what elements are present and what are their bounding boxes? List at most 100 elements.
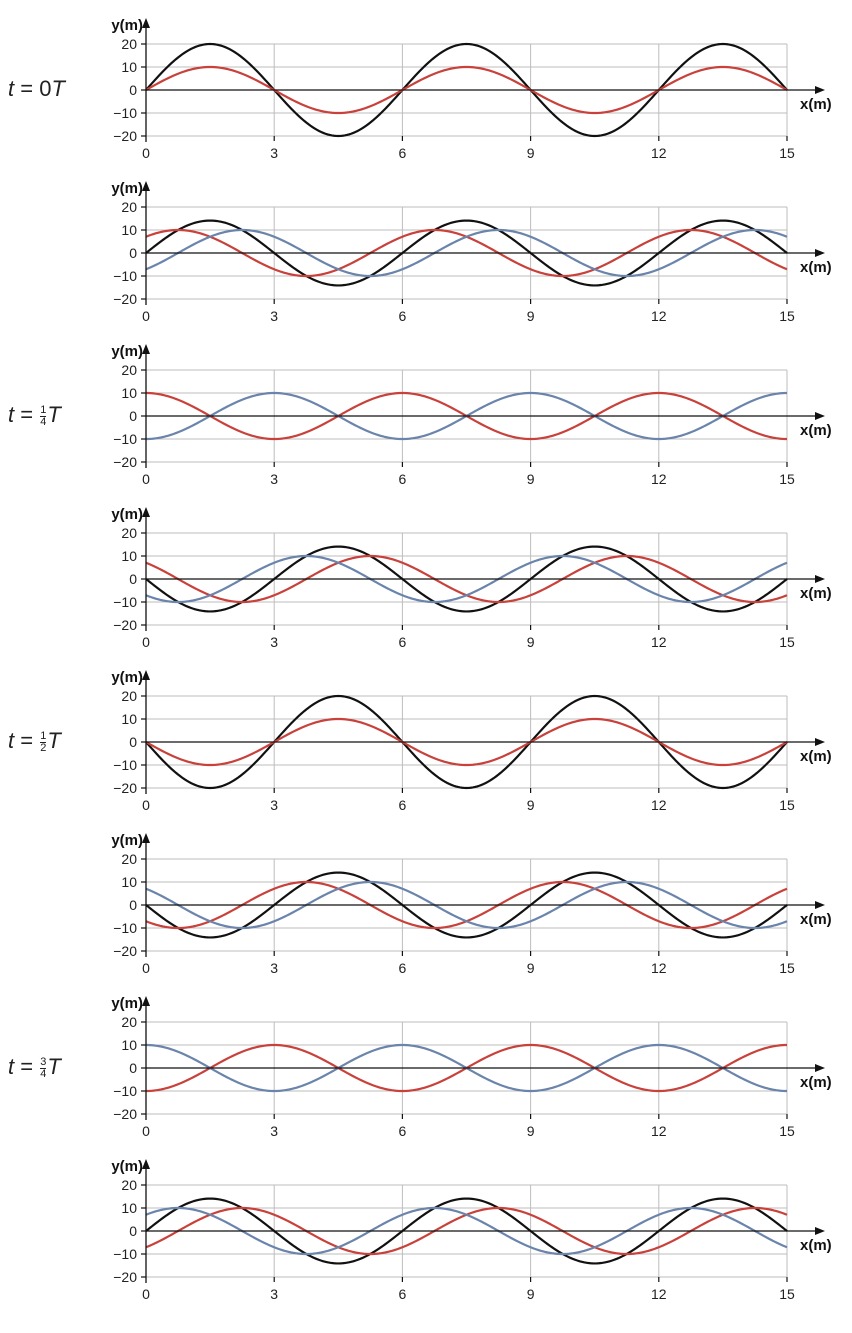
x-axis-label: x(m) bbox=[800, 422, 832, 439]
x-axis-arrow-icon bbox=[815, 86, 825, 94]
x-tick-label: 9 bbox=[527, 1123, 535, 1139]
fraction-denominator: 2 bbox=[40, 741, 47, 754]
period-symbol: T bbox=[47, 728, 61, 753]
x-tick-label: 0 bbox=[142, 308, 150, 324]
y-tick-label: 20 bbox=[121, 1014, 137, 1030]
wave-series-1 bbox=[145, 65, 788, 115]
panel-1: 20 10 0 −10 −20 0 3 6 9 12 15 y(m) x(m) bbox=[111, 180, 831, 324]
y-tick-label: −10 bbox=[113, 920, 137, 936]
time-symbol: t bbox=[8, 402, 15, 427]
x-tick-label: 6 bbox=[399, 145, 407, 161]
time-coefficient: 0 bbox=[39, 76, 52, 101]
y-tick-label: 10 bbox=[121, 874, 137, 890]
equals-sign: = bbox=[14, 1054, 40, 1079]
fraction-numerator: 3 bbox=[40, 1055, 47, 1068]
x-axis-arrow-icon bbox=[815, 412, 825, 420]
y-tick-label: 10 bbox=[121, 548, 137, 564]
y-tick-label: 10 bbox=[121, 1037, 137, 1053]
x-tick-label: 3 bbox=[270, 1286, 278, 1302]
x-tick-label: 15 bbox=[779, 471, 795, 487]
y-axis-label: y(m) bbox=[111, 506, 143, 523]
y-tick-label: −10 bbox=[113, 1246, 137, 1262]
y-tick-label: 10 bbox=[121, 385, 137, 401]
x-tick-label: 15 bbox=[779, 797, 795, 813]
x-tick-label: 0 bbox=[142, 1286, 150, 1302]
y-tick-label: −10 bbox=[113, 757, 137, 773]
wave-series-0 bbox=[145, 545, 788, 613]
y-axis-arrow-icon bbox=[142, 833, 150, 843]
x-axis-label: x(m) bbox=[800, 1237, 832, 1254]
y-tick-label: −10 bbox=[113, 431, 137, 447]
x-axis-arrow-icon bbox=[815, 738, 825, 746]
x-tick-label: 15 bbox=[779, 308, 795, 324]
y-axis-arrow-icon bbox=[142, 18, 150, 28]
x-axis-arrow-icon bbox=[815, 1064, 825, 1072]
x-tick-label: 12 bbox=[651, 797, 667, 813]
x-tick-label: 0 bbox=[142, 797, 150, 813]
y-axis-arrow-icon bbox=[142, 1159, 150, 1169]
period-symbol: T bbox=[47, 402, 61, 427]
y-axis-label: y(m) bbox=[111, 180, 143, 197]
panel-3: 20 10 0 −10 −20 0 3 6 9 12 15 y(m) x(m) bbox=[111, 506, 831, 650]
y-tick-label: 0 bbox=[129, 1223, 137, 1239]
panel-4: 20 10 0 −10 −20 0 3 6 9 12 15 y(m) x(m) bbox=[111, 669, 831, 813]
x-tick-label: 6 bbox=[399, 1123, 407, 1139]
y-tick-label: 20 bbox=[121, 36, 137, 52]
x-axis-label: x(m) bbox=[800, 96, 832, 113]
wave-series-0 bbox=[145, 871, 788, 939]
wave-series-0 bbox=[145, 42, 788, 138]
panel-5: 20 10 0 −10 −20 0 3 6 9 12 15 y(m) x(m) bbox=[111, 832, 831, 976]
x-tick-label: 12 bbox=[651, 308, 667, 324]
y-tick-label: −20 bbox=[113, 128, 137, 144]
y-tick-label: 0 bbox=[129, 1060, 137, 1076]
y-axis-label: y(m) bbox=[111, 995, 143, 1012]
y-tick-label: 10 bbox=[121, 222, 137, 238]
x-tick-label: 6 bbox=[399, 471, 407, 487]
x-tick-label: 12 bbox=[651, 1286, 667, 1302]
y-tick-label: 20 bbox=[121, 851, 137, 867]
y-axis-label: y(m) bbox=[111, 1158, 143, 1175]
fraction-numerator: 1 bbox=[40, 403, 47, 416]
y-tick-label: 10 bbox=[121, 711, 137, 727]
fraction-denominator: 4 bbox=[40, 1067, 47, 1080]
fraction-denominator: 4 bbox=[40, 415, 47, 428]
x-tick-label: 9 bbox=[527, 308, 535, 324]
x-tick-label: 12 bbox=[651, 634, 667, 650]
y-axis-label: y(m) bbox=[111, 343, 143, 360]
time-symbol: t bbox=[8, 728, 15, 753]
x-tick-label: 0 bbox=[142, 960, 150, 976]
x-tick-label: 9 bbox=[527, 960, 535, 976]
x-axis-arrow-icon bbox=[815, 575, 825, 583]
x-tick-label: 15 bbox=[779, 145, 795, 161]
x-tick-label: 9 bbox=[527, 145, 535, 161]
y-axis-label: y(m) bbox=[111, 17, 143, 34]
x-tick-label: 12 bbox=[651, 960, 667, 976]
wave-series-0 bbox=[145, 219, 788, 287]
y-axis-label: y(m) bbox=[111, 669, 143, 686]
x-axis-label: x(m) bbox=[800, 585, 832, 602]
x-tick-label: 12 bbox=[651, 1123, 667, 1139]
wave-series-2 bbox=[145, 1206, 788, 1256]
y-tick-label: −20 bbox=[113, 454, 137, 470]
x-tick-label: 15 bbox=[779, 1286, 795, 1302]
period-symbol: T bbox=[51, 76, 65, 101]
y-tick-label: −20 bbox=[113, 780, 137, 796]
x-tick-label: 6 bbox=[399, 308, 407, 324]
x-axis-label: x(m) bbox=[800, 259, 832, 276]
x-tick-label: 6 bbox=[399, 634, 407, 650]
x-tick-label: 0 bbox=[142, 145, 150, 161]
x-tick-label: 9 bbox=[527, 471, 535, 487]
y-tick-label: 10 bbox=[121, 59, 137, 75]
x-tick-label: 15 bbox=[779, 1123, 795, 1139]
wave-series-0 bbox=[145, 694, 788, 790]
period-symbol: T bbox=[47, 1054, 61, 1079]
y-tick-label: −10 bbox=[113, 1083, 137, 1099]
wave-series-2 bbox=[145, 228, 788, 278]
x-axis-label: x(m) bbox=[800, 748, 832, 765]
equals-sign: = bbox=[14, 76, 40, 101]
